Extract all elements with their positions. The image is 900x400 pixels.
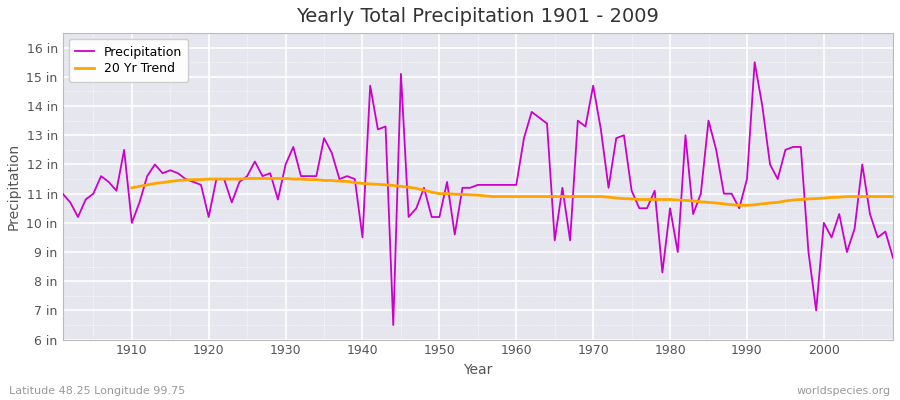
20 Yr Trend <box>865 194 876 199</box>
X-axis label: Year: Year <box>464 363 492 377</box>
Precipitation <box>887 256 898 260</box>
20 Yr Trend <box>842 194 852 199</box>
20 Yr Trend <box>311 177 322 182</box>
20 Yr Trend <box>887 194 898 199</box>
Precipitation <box>288 144 299 149</box>
20 Yr Trend <box>734 203 744 208</box>
Precipitation <box>334 177 345 182</box>
Precipitation <box>511 182 522 187</box>
20 Yr Trend <box>280 176 291 181</box>
Text: Latitude 48.25 Longitude 99.75: Latitude 48.25 Longitude 99.75 <box>9 386 185 396</box>
20 Yr Trend <box>242 176 253 181</box>
Precipitation <box>388 323 399 328</box>
Text: worldspecies.org: worldspecies.org <box>796 386 891 396</box>
Y-axis label: Precipitation: Precipitation <box>7 143 21 230</box>
Precipitation <box>749 60 760 65</box>
Precipitation <box>119 148 130 152</box>
Legend: Precipitation, 20 Yr Trend: Precipitation, 20 Yr Trend <box>69 39 188 82</box>
20 Yr Trend <box>526 194 537 199</box>
Precipitation <box>518 136 529 140</box>
Line: Precipitation: Precipitation <box>63 62 893 325</box>
20 Yr Trend <box>126 186 137 190</box>
Precipitation <box>58 191 68 196</box>
20 Yr Trend <box>588 194 598 199</box>
Title: Yearly Total Precipitation 1901 - 2009: Yearly Total Precipitation 1901 - 2009 <box>296 7 660 26</box>
Line: 20 Yr Trend: 20 Yr Trend <box>131 178 893 205</box>
Precipitation <box>611 136 622 140</box>
